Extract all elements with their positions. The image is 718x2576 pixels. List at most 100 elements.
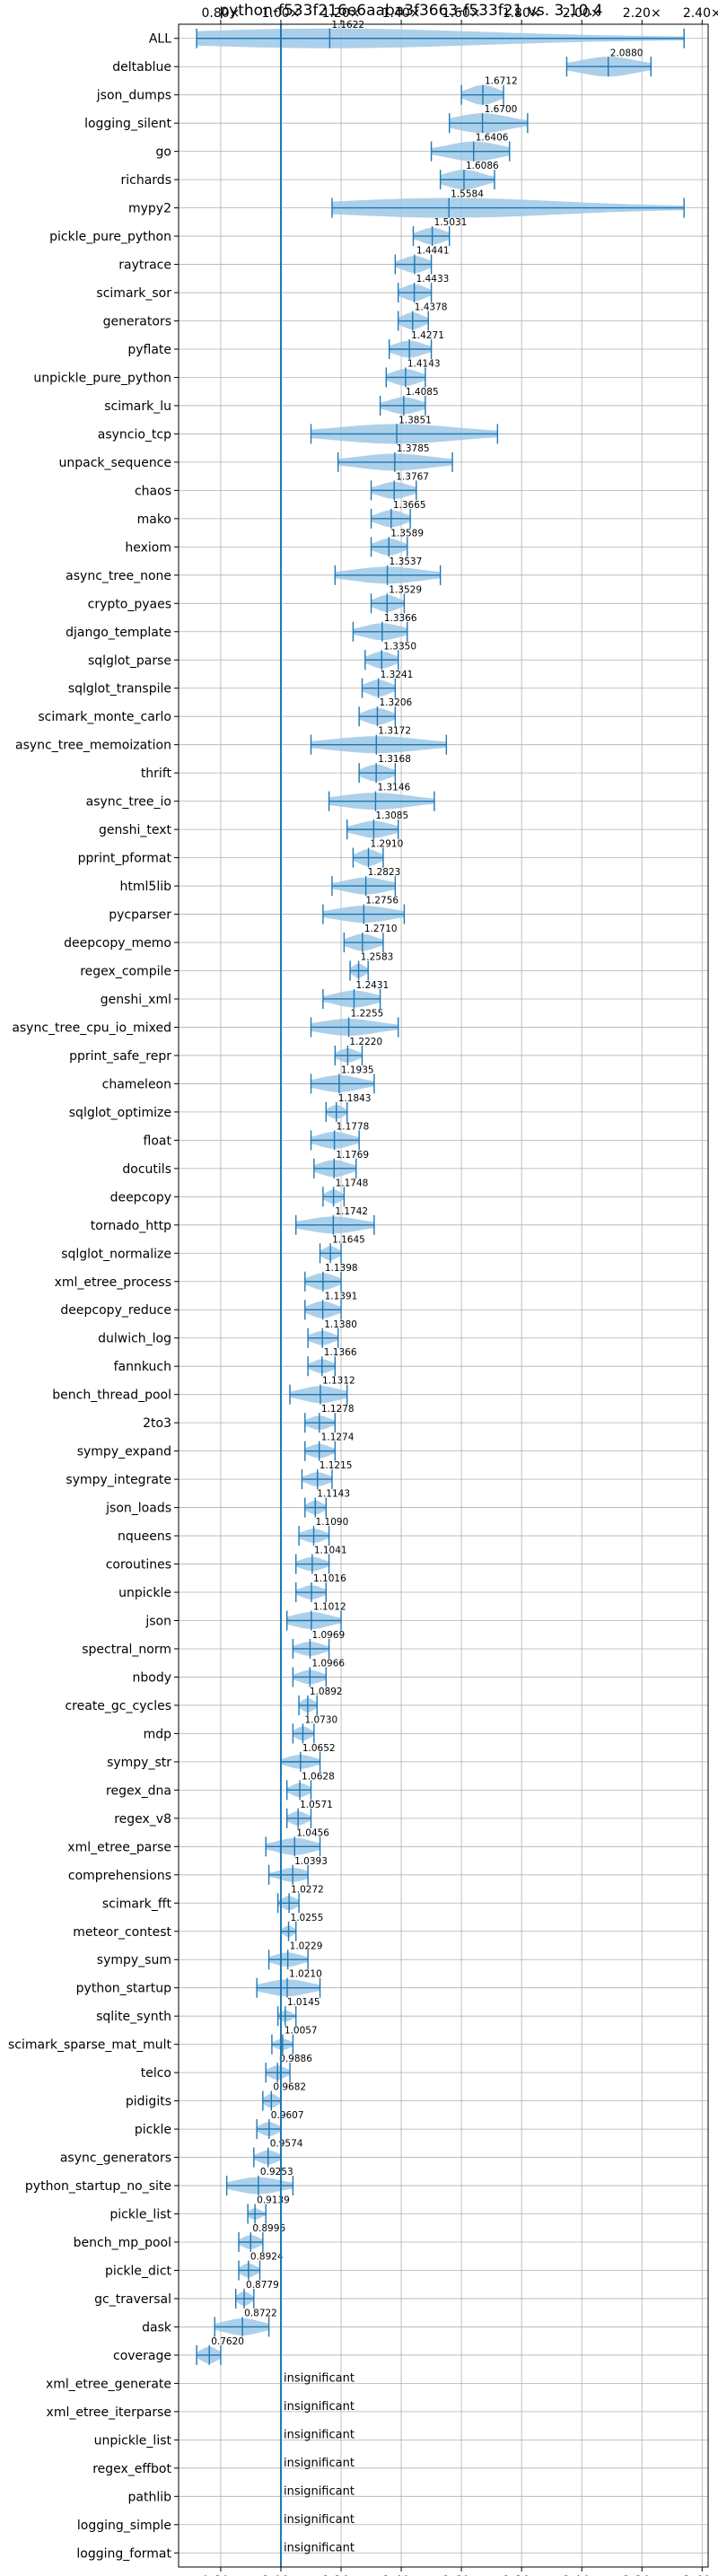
benchmark-label: comprehensions	[68, 1869, 171, 1883]
value-label: 1.1366	[324, 1347, 357, 1358]
value-label: 1.3767	[396, 471, 429, 482]
insignificant-label: insignificant	[284, 2457, 355, 2470]
benchmark-label: raytrace	[118, 258, 171, 273]
benchmark-label: regex_dna	[106, 1783, 171, 1798]
value-label: 1.3589	[390, 528, 424, 539]
x-tick-label-top: 1.20×	[322, 6, 361, 21]
value-label: 1.1391	[325, 1291, 358, 1301]
benchmark-label: mdp	[144, 1727, 172, 1741]
value-label: 1.2710	[364, 924, 398, 934]
benchmark-label: xml_etree_parse	[67, 1840, 171, 1854]
plot-frame	[178, 23, 709, 2568]
value-label: 1.1278	[321, 1404, 355, 1415]
x-tick-label-top: 2.00×	[563, 6, 601, 21]
value-label: 1.0652	[302, 1743, 336, 1754]
value-label: 1.4378	[415, 302, 448, 313]
value-label: 1.2431	[355, 980, 389, 991]
x-tick-label-bottom: 1.40×	[382, 2574, 421, 2576]
benchmark-label: mako	[137, 513, 171, 527]
benchmark-label: scimark_lu	[104, 399, 171, 414]
value-label: 1.1769	[336, 1150, 369, 1161]
insignificant-label: insignificant	[284, 2400, 355, 2414]
value-label: 1.1622	[331, 20, 364, 31]
value-label: 1.3851	[398, 415, 432, 425]
value-label: 0.9682	[273, 2082, 306, 2093]
benchmark-label: ALL	[149, 32, 171, 47]
x-tick-label-bottom: 1.20×	[322, 2574, 361, 2576]
value-label: 1.6086	[466, 161, 499, 171]
benchmark-label: pathlib	[128, 2490, 172, 2504]
benchmark-label: regex_effbot	[92, 2462, 171, 2476]
value-label: 1.2583	[361, 952, 394, 963]
benchmark-label: json_dumps	[96, 89, 171, 103]
benchmark-label: bench_thread_pool	[52, 1389, 171, 1403]
benchmark-label: generators	[103, 315, 171, 329]
benchmark-label: pidigits	[126, 2095, 171, 2109]
value-label: 1.5031	[434, 217, 468, 228]
x-tick-label-bottom: 2.40×	[683, 2574, 718, 2576]
benchmark-label: scimark_monte_carlo	[38, 710, 171, 724]
benchmark-label: python_startup_no_site	[25, 2179, 171, 2194]
benchmark-label: sqlglot_parse	[88, 653, 171, 668]
value-label: 1.1748	[336, 1178, 369, 1188]
value-label: 1.1041	[314, 1546, 347, 1556]
benchmark-label: sqlglot_optimize	[69, 1106, 171, 1120]
benchmark-label: sympy_sum	[97, 1953, 171, 1967]
value-label: 1.0057	[285, 2026, 318, 2037]
value-label: 1.1143	[317, 1489, 350, 1500]
benchmark-label: go	[156, 145, 171, 160]
benchmark-label: pickle_pure_python	[49, 230, 171, 244]
value-label: 1.3529	[389, 584, 422, 595]
benchmark-label: sympy_str	[107, 1756, 171, 1770]
insignificant-label: insignificant	[284, 2428, 355, 2441]
insignificant-label: insignificant	[284, 2371, 355, 2385]
value-label: 1.4085	[406, 387, 439, 398]
x-tick-label-top: 1.40×	[382, 6, 421, 21]
benchmark-label: coroutines	[106, 1558, 171, 1573]
benchmark-label: regex_v8	[114, 1812, 171, 1827]
value-label: 0.9253	[260, 2167, 293, 2177]
benchmark-label: crypto_pyaes	[88, 597, 171, 611]
value-label: 1.1274	[321, 1433, 355, 1443]
benchmark-label: genshi_xml	[101, 993, 171, 1007]
benchmark-label: dulwich_log	[98, 1332, 171, 1346]
benchmark-label: telco	[141, 2066, 171, 2081]
benchmark-label: logging_silent	[84, 117, 171, 131]
benchmark-label: meteor_contest	[73, 1925, 171, 1940]
value-label: 1.1742	[335, 1206, 368, 1217]
benchmark-label: logging_format	[76, 2546, 171, 2561]
value-label: 1.1380	[324, 1319, 357, 1330]
value-label: 1.0255	[291, 1913, 324, 1923]
value-label: 1.4441	[416, 246, 450, 257]
value-label: 1.1778	[337, 1121, 370, 1132]
benchmark-label: unpickle_list	[94, 2433, 172, 2448]
benchmark-label: asyncio_tcp	[98, 427, 171, 442]
benchmark-label: async_generators	[60, 2151, 171, 2166]
benchmark-label: unpickle_pure_python	[33, 371, 171, 385]
value-label: 0.8996	[252, 2223, 285, 2234]
benchmark-label: python_startup	[76, 1982, 171, 1996]
x-tick-label-bottom: 1.80×	[503, 2574, 541, 2576]
value-label: 1.1935	[341, 1065, 374, 1075]
value-label: 1.0393	[294, 1856, 328, 1867]
value-label: 1.4433	[416, 274, 450, 285]
value-label: 0.8924	[250, 2252, 284, 2263]
value-label: 1.0628	[302, 1771, 335, 1782]
benchmark-label: pickle_dict	[105, 2264, 172, 2278]
value-label: 1.3350	[383, 641, 416, 652]
benchmark-label: async_tree_io	[86, 795, 171, 810]
x-tick-label-bottom: 2.00×	[563, 2574, 601, 2576]
benchmark-label: sqlglot_normalize	[61, 1247, 171, 1261]
insignificant-label: insignificant	[284, 2513, 355, 2527]
benchmark-label: genshi_text	[99, 823, 172, 837]
benchmark-label: fannkuch	[114, 1360, 171, 1374]
benchmark-label: deepcopy_reduce	[60, 1303, 171, 1318]
value-label: 1.4143	[407, 359, 441, 370]
value-label: 1.0229	[290, 1941, 323, 1951]
x-tick-label-bottom: 0.80×	[201, 2574, 240, 2576]
benchmark-label: pickle_list	[109, 2208, 171, 2222]
value-label: 1.0966	[311, 1658, 345, 1669]
value-label: 0.9886	[279, 2054, 312, 2064]
benchmark-label: bench_mp_pool	[74, 2236, 171, 2250]
value-label: 1.1215	[320, 1460, 353, 1471]
